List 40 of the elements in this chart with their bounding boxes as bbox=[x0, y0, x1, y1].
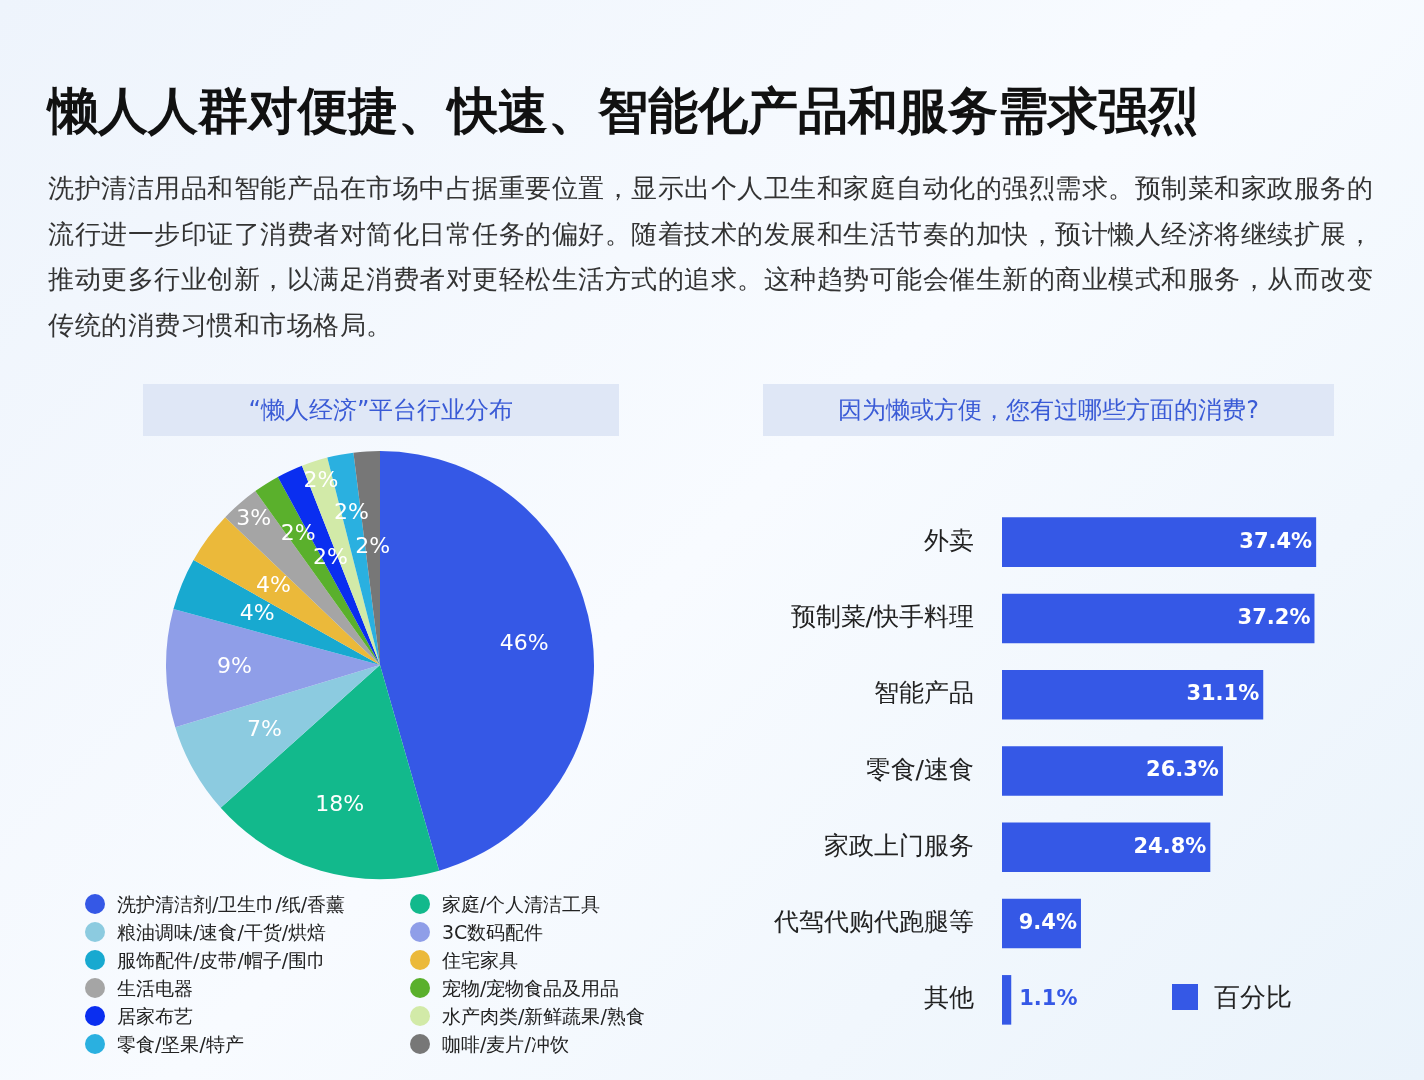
y-tick-label: 零食/速食 bbox=[865, 754, 974, 784]
data-label: 2% bbox=[355, 533, 391, 559]
text: 懒人人群对便捷、快速、智能化产品和服务需求强烈 bbox=[48, 81, 1198, 142]
legend-label: 生活电器 bbox=[117, 976, 193, 1000]
legend-label: 零食/坚果/特产 bbox=[117, 1032, 244, 1056]
legend-label: 粮油调味/速食/干货/烘焙 bbox=[117, 920, 327, 944]
data-label: 9.4% bbox=[1018, 910, 1077, 935]
data-label: 46% bbox=[499, 630, 549, 656]
legend-label: 服饰配件/皮带/帽子/围巾 bbox=[117, 948, 327, 972]
y-tick-label: 代驾代购代跑腿等 bbox=[773, 907, 974, 937]
data-label: 31.1% bbox=[1186, 681, 1260, 706]
y-tick-label: 家政上门服务 bbox=[824, 830, 974, 860]
legend-label: 家庭/个人清洁工具 bbox=[442, 892, 601, 916]
legend-label: 水产肉类/新鲜蔬果/熟食 bbox=[442, 1004, 645, 1028]
data-label: 24.8% bbox=[1133, 833, 1207, 858]
y-tick-label: 预制菜/快手料理 bbox=[790, 601, 974, 631]
data-label: 3% bbox=[236, 505, 272, 531]
data-label: 2% bbox=[312, 544, 348, 569]
data-label: 37.2% bbox=[1237, 604, 1311, 629]
legend-label: 住宅家具 bbox=[442, 948, 518, 972]
legend-label: 洗护清洁剂/卫生巾/纸/香薰 bbox=[117, 892, 346, 916]
chart-title: 因为懒或方便，您有过哪些方面的消费? bbox=[763, 384, 1334, 436]
data-label: 26.3% bbox=[1146, 757, 1219, 782]
data-label: 18% bbox=[315, 790, 365, 816]
y-tick-label: 智能产品 bbox=[874, 678, 974, 708]
data-label: 4% bbox=[239, 600, 275, 626]
data-label: 4% bbox=[255, 571, 291, 597]
legend-label: 3C数码配件 bbox=[442, 920, 544, 944]
legend-label: 咖啡/麦片/冲饮 bbox=[442, 1032, 569, 1056]
y-tick-label: 其他 bbox=[924, 983, 974, 1013]
data-label: 37.4% bbox=[1239, 528, 1313, 553]
chart-title: “懒人经济”平台行业分布 bbox=[143, 384, 619, 436]
data-label: 9% bbox=[217, 652, 252, 678]
legend-label: 居家布艺 bbox=[117, 1004, 193, 1028]
legend-label: 宠物/宠物食品及用品 bbox=[442, 976, 620, 1000]
data-label: 1.1% bbox=[1019, 986, 1078, 1011]
text: 洗护清洁用品和智能产品在市场中占据重要位置，显示出个人卫生和家庭自动化的强烈需求。预制菜和家政服务的流行进一步印证了消费者对简化日常任务的偏好。随着技术的发展和生活节奏的加快，预计懒人经济将继续扩展，推动更多行业创新，以满足消费者对更轻松生活方式的追求。这种趋势可能会催生新的商业模式和服务，从而改变传统的消费习惯和市场格局。 bbox=[48, 172, 1374, 342]
legend-label: 百分比 bbox=[1214, 982, 1292, 1012]
y-tick-label: 外卖 bbox=[924, 525, 974, 555]
data-label: 7% bbox=[246, 715, 282, 741]
